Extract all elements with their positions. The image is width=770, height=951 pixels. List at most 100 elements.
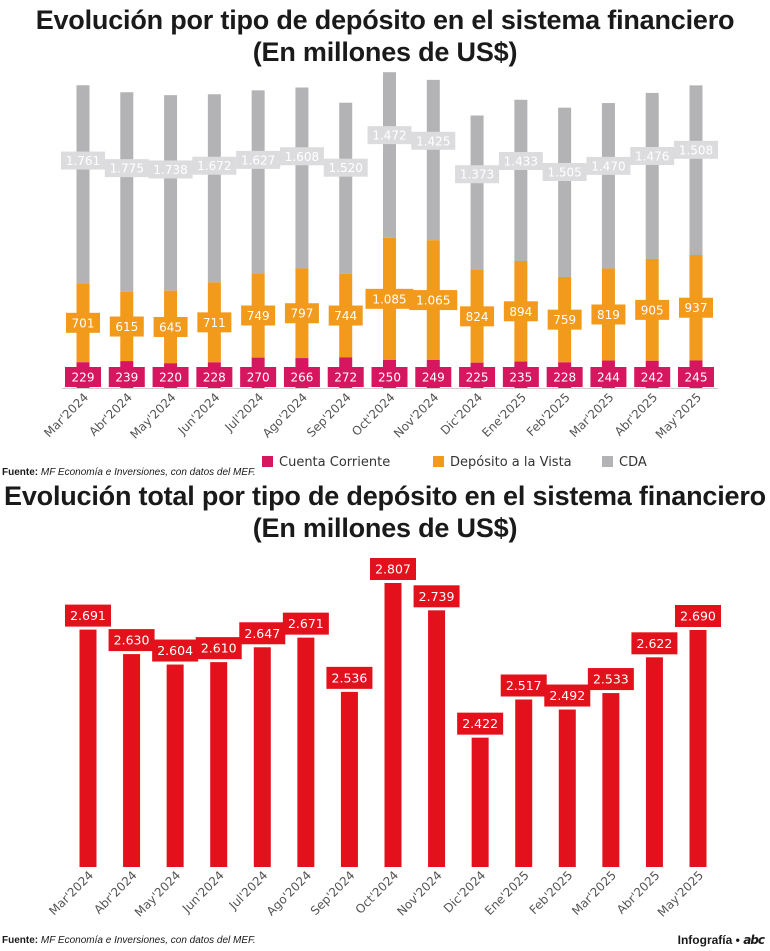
total-label-box-jul-2024 xyxy=(239,622,286,645)
cda-value-label-ago-2024: 1.608 xyxy=(285,150,319,164)
top-chart-title: Evolución por tipo de depósito en el sis… xyxy=(0,4,770,68)
total-x-tick-label-may-2024: May'2024 xyxy=(132,868,183,919)
cda-bar-nov-2024 xyxy=(426,79,440,241)
total-value-label-ene-2025: 2.517 xyxy=(506,678,542,693)
cuenta-corriente-label-box-nov-2024 xyxy=(415,367,452,387)
cuenta-corriente-value-label-mar-2024: 229 xyxy=(72,371,95,385)
deposito-vista-value-label-abr-2024: 615 xyxy=(115,320,138,334)
total-x-tick-label-mar-2024: Mar'2024 xyxy=(46,868,96,918)
total-x-tick-label-ene-2025: Ene'2025 xyxy=(482,868,532,918)
bottom-chart-title-line1: Evolución total por tipo de depósito en … xyxy=(4,481,766,511)
total-value-label-oct-2024: 2.807 xyxy=(375,562,411,577)
legend-swatch-cda xyxy=(602,456,613,467)
total-value-label-may-2024: 2.604 xyxy=(157,643,193,658)
total-x-tick-label-sep-2024: Sep'2024 xyxy=(308,868,358,918)
cuenta-corriente-value-label-oct-2024: 250 xyxy=(378,371,401,385)
legend-item-deposito-vista: Depósito a la Vista xyxy=(433,455,572,470)
total-label-box-mar-2024 xyxy=(65,604,111,627)
deposito-vista-value-label-ene-2025: 894 xyxy=(509,305,532,319)
total-label-box-dic-2024 xyxy=(457,712,504,735)
total-bar-may-2024 xyxy=(166,664,184,867)
total-bar-dic-2024 xyxy=(471,737,489,867)
cda-bar-may-2024 xyxy=(164,95,178,291)
cuenta-corriente-label-box-jun-2024 xyxy=(196,367,233,387)
deposito-vista-label-box-may-2024 xyxy=(153,316,188,337)
infographic-credit: Infografía • abc xyxy=(677,933,765,947)
cda-value-label-mar-2024: 1.761 xyxy=(66,154,100,168)
total-label-box-may-2024 xyxy=(152,639,199,662)
cuenta-corriente-label-box-abr-2025 xyxy=(634,367,671,387)
cda-bar-feb-2025 xyxy=(558,107,572,277)
legend-swatch-cuenta-corriente xyxy=(262,456,273,467)
cda-bar-abr-2024 xyxy=(120,92,134,292)
total-label-box-may-2025 xyxy=(675,604,721,627)
legend-swatch-deposito-vista xyxy=(433,456,444,467)
total-bar-ago-2024 xyxy=(297,637,315,867)
total-x-tick-label-nov-2024: Nov'2024 xyxy=(394,868,444,918)
cda-bar-dic-2024 xyxy=(470,115,484,270)
cuenta-corriente-value-label-feb-2025: 228 xyxy=(553,371,576,385)
deposito-vista-value-label-feb-2025: 759 xyxy=(553,313,576,327)
total-label-box-mar-2025 xyxy=(587,668,634,691)
cda-value-label-sep-2024: 1.520 xyxy=(329,161,363,175)
cda-bar-mar-2024 xyxy=(76,85,90,284)
deposito-vista-value-label-may-2024: 645 xyxy=(159,320,182,334)
total-value-label-sep-2024: 2.536 xyxy=(332,670,368,685)
cda-value-label-feb-2025: 1.505 xyxy=(547,165,581,179)
total-value-label-feb-2025: 2.492 xyxy=(549,688,585,703)
deposito-vista-value-label-ago-2024: 797 xyxy=(290,307,313,321)
deposito-vista-label-box-jul-2024 xyxy=(241,305,276,326)
source-text: MF Economía e Inversiones, con datos del… xyxy=(40,467,256,478)
total-bar-sep-2024 xyxy=(340,691,358,867)
cda-bar-abr-2025 xyxy=(645,92,659,259)
total-value-label-may-2025: 2.690 xyxy=(680,608,716,623)
legend-label-cda: CDA xyxy=(619,455,647,470)
cda-label-box-ago-2024 xyxy=(279,147,324,166)
stacked-deposit-chart: 1.761701229Mar'20241.775615239Abr'20241.… xyxy=(41,72,718,442)
total-value-label-mar-2024: 2.691 xyxy=(70,608,106,623)
bottom-chart-source: Fuente: MF Economía e Inversiones, con d… xyxy=(2,935,256,946)
cda-value-label-ene-2025: 1.433 xyxy=(504,155,538,169)
deposito-vista-label-box-sep-2024 xyxy=(328,305,363,326)
total-value-label-jun-2024: 2.610 xyxy=(201,641,237,656)
deposito-vista-label-box-jun-2024 xyxy=(197,312,232,333)
total-label-box-ene-2025 xyxy=(500,674,547,697)
cuenta-corriente-label-box-dic-2024 xyxy=(459,367,496,387)
total-x-tick-label-may-2025: May'2025 xyxy=(655,868,706,919)
deposito-vista-label-box-dic-2024 xyxy=(460,306,495,327)
cda-label-box-nov-2024 xyxy=(411,131,456,150)
cuenta-corriente-label-box-abr-2024 xyxy=(108,367,145,387)
total-label-box-jun-2024 xyxy=(195,637,242,660)
deposito-vista-label-box-mar-2025 xyxy=(591,304,626,325)
total-label-box-abr-2025 xyxy=(631,632,678,655)
source-text-2: MF Economía e Inversiones, con datos del… xyxy=(40,935,256,946)
cda-label-box-jun-2024 xyxy=(192,156,237,175)
total-label-box-oct-2024 xyxy=(370,558,416,580)
cda-value-label-abr-2025: 1.476 xyxy=(635,150,669,164)
cuenta-corriente-value-label-jun-2024: 228 xyxy=(203,371,226,385)
cda-bar-mar-2025 xyxy=(601,103,615,269)
cda-label-box-mar-2025 xyxy=(586,156,631,175)
deposito-vista-value-label-abr-2025: 905 xyxy=(641,303,664,317)
deposito-vista-label-box-ene-2025 xyxy=(503,301,538,322)
legend-label-deposito-vista: Depósito a la Vista xyxy=(450,455,572,470)
cda-bar-sep-2024 xyxy=(339,102,353,274)
total-bar-abr-2024 xyxy=(123,654,141,867)
total-bar-jun-2024 xyxy=(210,662,228,867)
total-x-tick-label-jun-2024: Jun'2024 xyxy=(179,868,227,916)
total-bar-feb-2025 xyxy=(558,709,576,867)
total-bar-may-2025 xyxy=(689,629,707,867)
cda-value-label-abr-2024: 1.775 xyxy=(110,162,144,176)
deposito-vista-value-label-sep-2024: 744 xyxy=(334,309,357,323)
deposito-vista-value-label-may-2025: 937 xyxy=(685,301,708,315)
cuenta-corriente-label-box-ago-2024 xyxy=(283,367,320,387)
credit-label: Infografía • xyxy=(677,933,740,947)
total-label-box-nov-2024 xyxy=(413,585,460,608)
total-x-tick-label-ago-2024: Ago'2024 xyxy=(264,868,314,918)
top-chart-title-line2: (En millones de US$) xyxy=(252,37,518,67)
cuenta-corriente-value-label-dic-2024: 225 xyxy=(466,371,489,385)
cda-bar-jul-2024 xyxy=(251,90,265,274)
cda-label-box-dic-2024 xyxy=(455,165,500,184)
total-label-box-feb-2025 xyxy=(544,684,591,707)
